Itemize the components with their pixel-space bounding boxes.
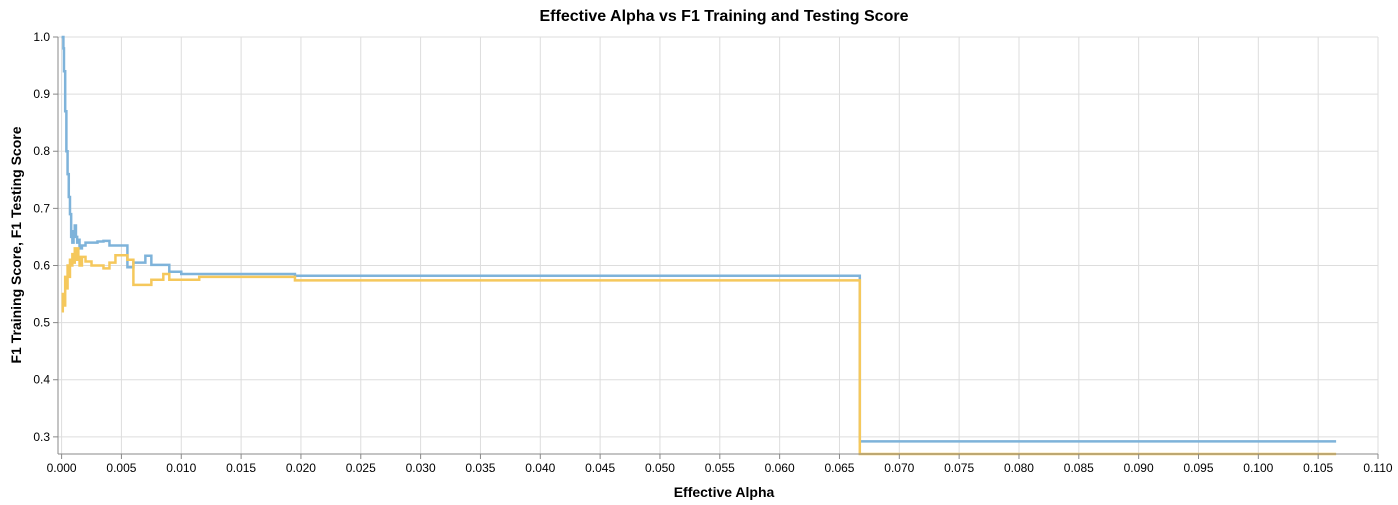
x-tick-label: 0.025 [346,461,376,475]
x-tick-label: 0.100 [1243,461,1273,475]
x-tick-label: 0.015 [226,461,256,475]
axes: 0.000 0.005 0.010 0.015 0.020 0.025 0.030 0.035… [33,30,1393,475]
x-tick-label: 0.060 [765,461,795,475]
x-tick-label: 0.050 [645,461,675,475]
x-tick-label: 0.105 [1303,461,1333,475]
y-tick-label: 0.7 [33,201,50,215]
x-tick-label: 0.070 [884,461,914,475]
x-tick-label: 0.075 [944,461,974,475]
x-tick-label: 0.090 [1124,461,1154,475]
x-tick-label: 0.110 [1363,461,1392,475]
x-tick-label: 0.000 [47,461,77,475]
series-line-2 [61,247,1337,456]
x-tick-label: 0.035 [465,461,495,475]
x-tick-label: 0.095 [1183,461,1213,475]
series-lines [61,35,1337,456]
x-tick-label: 0.030 [406,461,436,475]
gridlines [58,36,1379,454]
y-tick-label: 0.9 [33,87,50,101]
chart-title: Effective Alpha vs F1 Training and Testi… [540,8,909,25]
x-tick-label: 0.005 [106,461,136,475]
x-tick-label: 0.065 [824,461,854,475]
y-tick-label: 0.3 [33,430,50,444]
x-tick-label: 0.080 [1004,461,1034,475]
y-tick-label: 0.4 [33,373,50,387]
x-tick-label: 0.045 [585,461,615,475]
y-tick-label: 0.5 [33,316,50,330]
y-tick-label: 1.0 [33,30,50,44]
series-line-1 [61,35,1337,443]
x-tick-label: 0.085 [1064,461,1094,475]
y-tick-label: 0.6 [33,258,50,272]
y-axis-title: F1 Training Score, F1 Testing Score [8,126,24,363]
x-tick-label: 0.010 [166,461,196,475]
x-tick-label: 0.020 [286,461,316,475]
x-tick-label: 0.055 [705,461,735,475]
y-tick-label: 0.8 [33,144,50,158]
x-axis-title: Effective Alpha [674,484,775,500]
x-tick-label: 0.040 [525,461,555,475]
